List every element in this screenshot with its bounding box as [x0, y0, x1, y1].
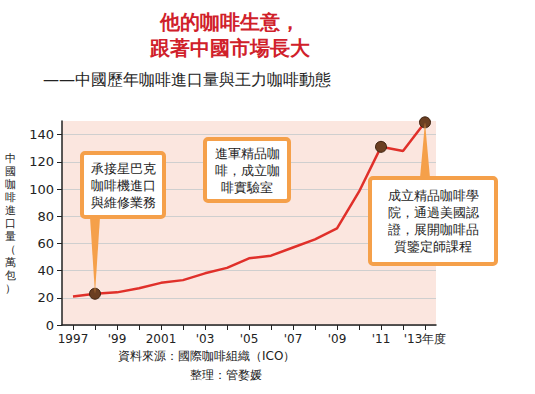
svg-text:進軍精品咖: 進軍精品咖	[215, 146, 280, 161]
svg-text:——中國歷年咖啡進口量與王力咖啡動態: ——中國歷年咖啡進口量與王力咖啡動態	[43, 70, 331, 89]
svg-text:啡實驗室: 啡實驗室	[221, 180, 273, 195]
svg-text:口: 口	[5, 217, 16, 230]
svg-text:證，展開咖啡品: 證，展開咖啡品	[388, 222, 479, 237]
svg-text:萬: 萬	[5, 256, 16, 269]
svg-text:40: 40	[37, 263, 54, 278]
svg-text:承接星巴克: 承接星巴克	[91, 161, 156, 176]
svg-text:'09: '09	[328, 332, 347, 346]
svg-text:資料來源：國際咖啡組織（ICO）: 資料來源：國際咖啡組織（ICO）	[118, 349, 295, 363]
svg-text:跟著中國市場長大: 跟著中國市場長大	[149, 36, 311, 60]
svg-text:啡，成立咖: 啡，成立咖	[215, 163, 280, 178]
svg-text:140: 140	[29, 127, 54, 142]
svg-text:他的咖啡生意，: 他的咖啡生意，	[159, 10, 300, 34]
svg-text:1997: 1997	[58, 332, 89, 346]
svg-text:與維修業務: 與維修業務	[91, 195, 156, 210]
svg-text:國: 國	[5, 165, 16, 178]
svg-text:'13年度: '13年度	[404, 332, 447, 346]
svg-text:80: 80	[37, 209, 54, 224]
svg-text:中: 中	[5, 152, 16, 165]
svg-text:咖啡機進口: 咖啡機進口	[91, 178, 156, 193]
svg-text:院，通過美國認: 院，通過美國認	[388, 205, 479, 220]
svg-text:20: 20	[37, 290, 54, 305]
svg-text:'03: '03	[196, 332, 215, 346]
svg-text:120: 120	[29, 154, 54, 169]
svg-text:0: 0	[46, 318, 54, 333]
svg-text:質鑒定師課程: 質鑒定師課程	[394, 239, 472, 254]
svg-text:60: 60	[37, 236, 54, 251]
svg-text:'05: '05	[240, 332, 259, 346]
svg-text:2001: 2001	[146, 332, 177, 346]
svg-text:100: 100	[29, 182, 54, 197]
svg-text:'99: '99	[108, 332, 127, 346]
svg-text:）: ）	[5, 282, 16, 295]
svg-text:包: 包	[5, 269, 16, 282]
svg-text:（: （	[5, 243, 16, 256]
svg-text:'07: '07	[284, 332, 303, 346]
svg-text:咖: 咖	[5, 178, 16, 191]
svg-text:啡: 啡	[5, 191, 16, 204]
svg-text:整理：管婺媛: 整理：管婺媛	[190, 368, 262, 382]
svg-text:'11: '11	[372, 332, 391, 346]
svg-text:進: 進	[5, 204, 16, 217]
svg-text:成立精品咖啡學: 成立精品咖啡學	[388, 188, 479, 203]
svg-text:量: 量	[5, 230, 16, 243]
